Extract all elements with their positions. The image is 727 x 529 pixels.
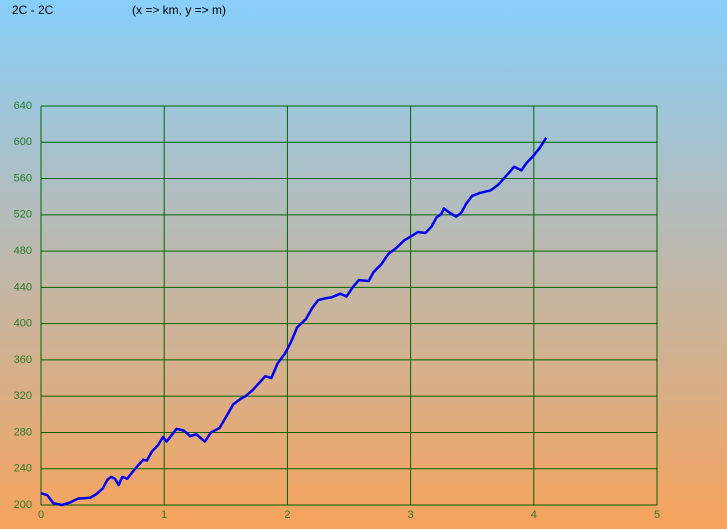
profile-line	[40, 137, 548, 507]
x-tick-label: 2	[284, 509, 290, 521]
y-tick-label: 600	[14, 136, 32, 148]
x-tick-label: 3	[408, 509, 414, 521]
y-tick-label: 640	[14, 100, 32, 112]
x-tick-label: 0	[38, 509, 44, 521]
x-tick-label: 1	[161, 509, 167, 521]
y-tick-label: 480	[14, 245, 32, 257]
y-tick-label: 240	[14, 463, 32, 475]
y-tick-label: 360	[14, 354, 32, 366]
chart-title: 2C - 2C	[12, 3, 54, 17]
x-tick-label: 5	[654, 509, 660, 521]
y-tick-label: 520	[14, 209, 32, 221]
y-tick-label: 440	[14, 281, 32, 293]
y-tick-label: 320	[14, 390, 32, 402]
y-tick-label: 280	[14, 426, 32, 438]
y-tick-label: 400	[14, 318, 32, 330]
y-tick-label: 200	[14, 499, 32, 511]
x-tick-label: 4	[531, 509, 537, 521]
y-tick-label: 560	[14, 172, 32, 184]
chart-subtitle: (x => km, y => m)	[132, 3, 226, 17]
